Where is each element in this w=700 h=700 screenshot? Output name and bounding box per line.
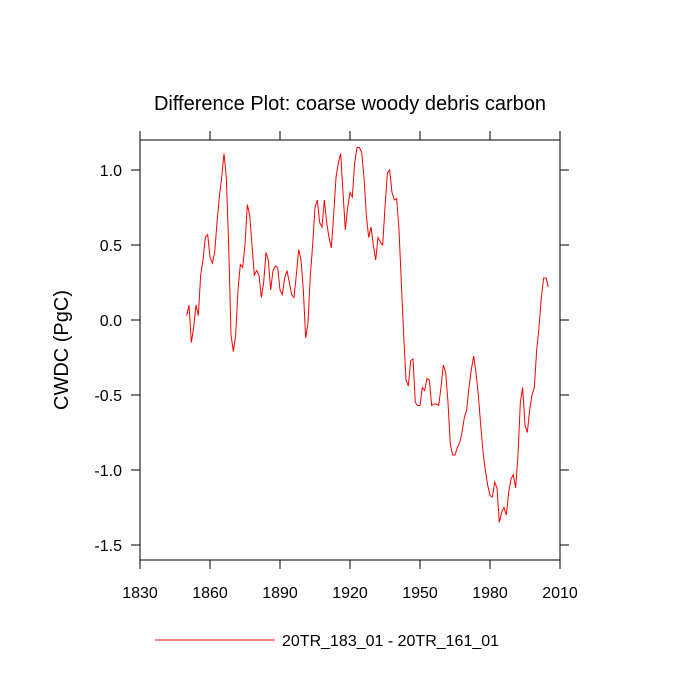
- x-tick-label: 1830: [122, 585, 158, 602]
- y-tick-label: 1.0: [100, 163, 122, 180]
- x-tick-label: 1920: [332, 585, 368, 602]
- chart-title: Difference Plot: coarse woody debris car…: [154, 93, 546, 115]
- x-tick-label: 1980: [472, 585, 508, 602]
- legend-label: 20TR_183_01 - 20TR_161_01: [282, 633, 499, 650]
- y-axis-label: CWDC (PgC): [51, 290, 73, 410]
- y-tick-label: -1.0: [94, 463, 122, 480]
- plot-frame: [139, 139, 561, 561]
- y-tick-label: -0.5: [94, 388, 122, 405]
- x-tick-label: 1890: [262, 585, 298, 602]
- data-line: [186, 147, 549, 523]
- y-tick-label: 0.0: [100, 313, 122, 330]
- x-tick-label: 1950: [402, 585, 438, 602]
- x-tick-label: 2010: [542, 585, 578, 602]
- x-tick-label: 1860: [192, 585, 228, 602]
- y-tick-label: -1.5: [94, 538, 122, 555]
- y-tick-label: 0.5: [100, 238, 122, 255]
